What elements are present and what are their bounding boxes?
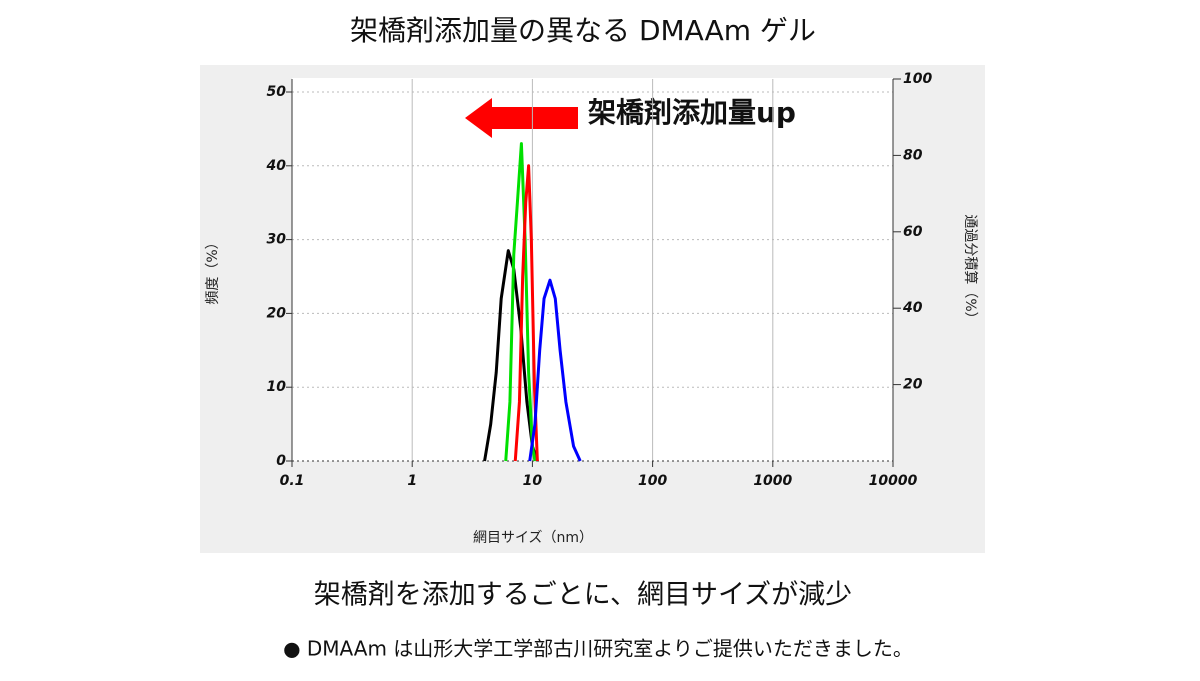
- arrow: [465, 98, 578, 138]
- x-tick-label: 100: [638, 473, 667, 489]
- x-tick-label: 1000: [753, 473, 792, 489]
- series-line: [513, 164, 539, 462]
- y2-tick-label: 80: [903, 147, 923, 163]
- x-tick-label: 10: [523, 473, 543, 489]
- series-line: [528, 278, 582, 462]
- plot-area: [292, 78, 893, 461]
- y-tick-label: 10: [267, 379, 287, 395]
- y2-tick-label: 60: [903, 224, 923, 240]
- x-tick-label: 0.1: [280, 473, 305, 489]
- y-axis-label: 頻度（%）: [205, 235, 221, 304]
- x-tick-label: 1: [407, 473, 417, 489]
- y2-tick-label: 20: [903, 377, 923, 393]
- arrow-shaft: [490, 107, 578, 129]
- y-tick-label: 50: [267, 84, 287, 100]
- y-tick-label: 0: [276, 453, 286, 469]
- chart-title: 架橋剤添加量の異なる DMAAm ゲル: [350, 14, 816, 47]
- y2-tick-label: 100: [903, 71, 932, 87]
- series-line: [483, 249, 539, 462]
- arrow-head: [465, 98, 492, 138]
- y2-tick-label: 40: [902, 300, 923, 316]
- x-axis-label: 網目サイズ（nm）: [473, 530, 593, 546]
- x-tick-label: 10000: [869, 473, 918, 489]
- y-tick-label: 30: [267, 232, 287, 248]
- caption: 架橋剤を添加するごとに、網目サイズが減少: [314, 580, 852, 611]
- y2-axis-label: 通過分積算（%）: [962, 214, 978, 325]
- series-line: [504, 142, 537, 462]
- y-tick-label: 20: [267, 305, 287, 321]
- y-tick-label: 40: [266, 158, 287, 174]
- annotation: 架橋剤添加量up: [588, 96, 796, 129]
- footnote: ● DMAAm は山形大学工学部古川研究室よりご提供いただきました。: [283, 637, 913, 661]
